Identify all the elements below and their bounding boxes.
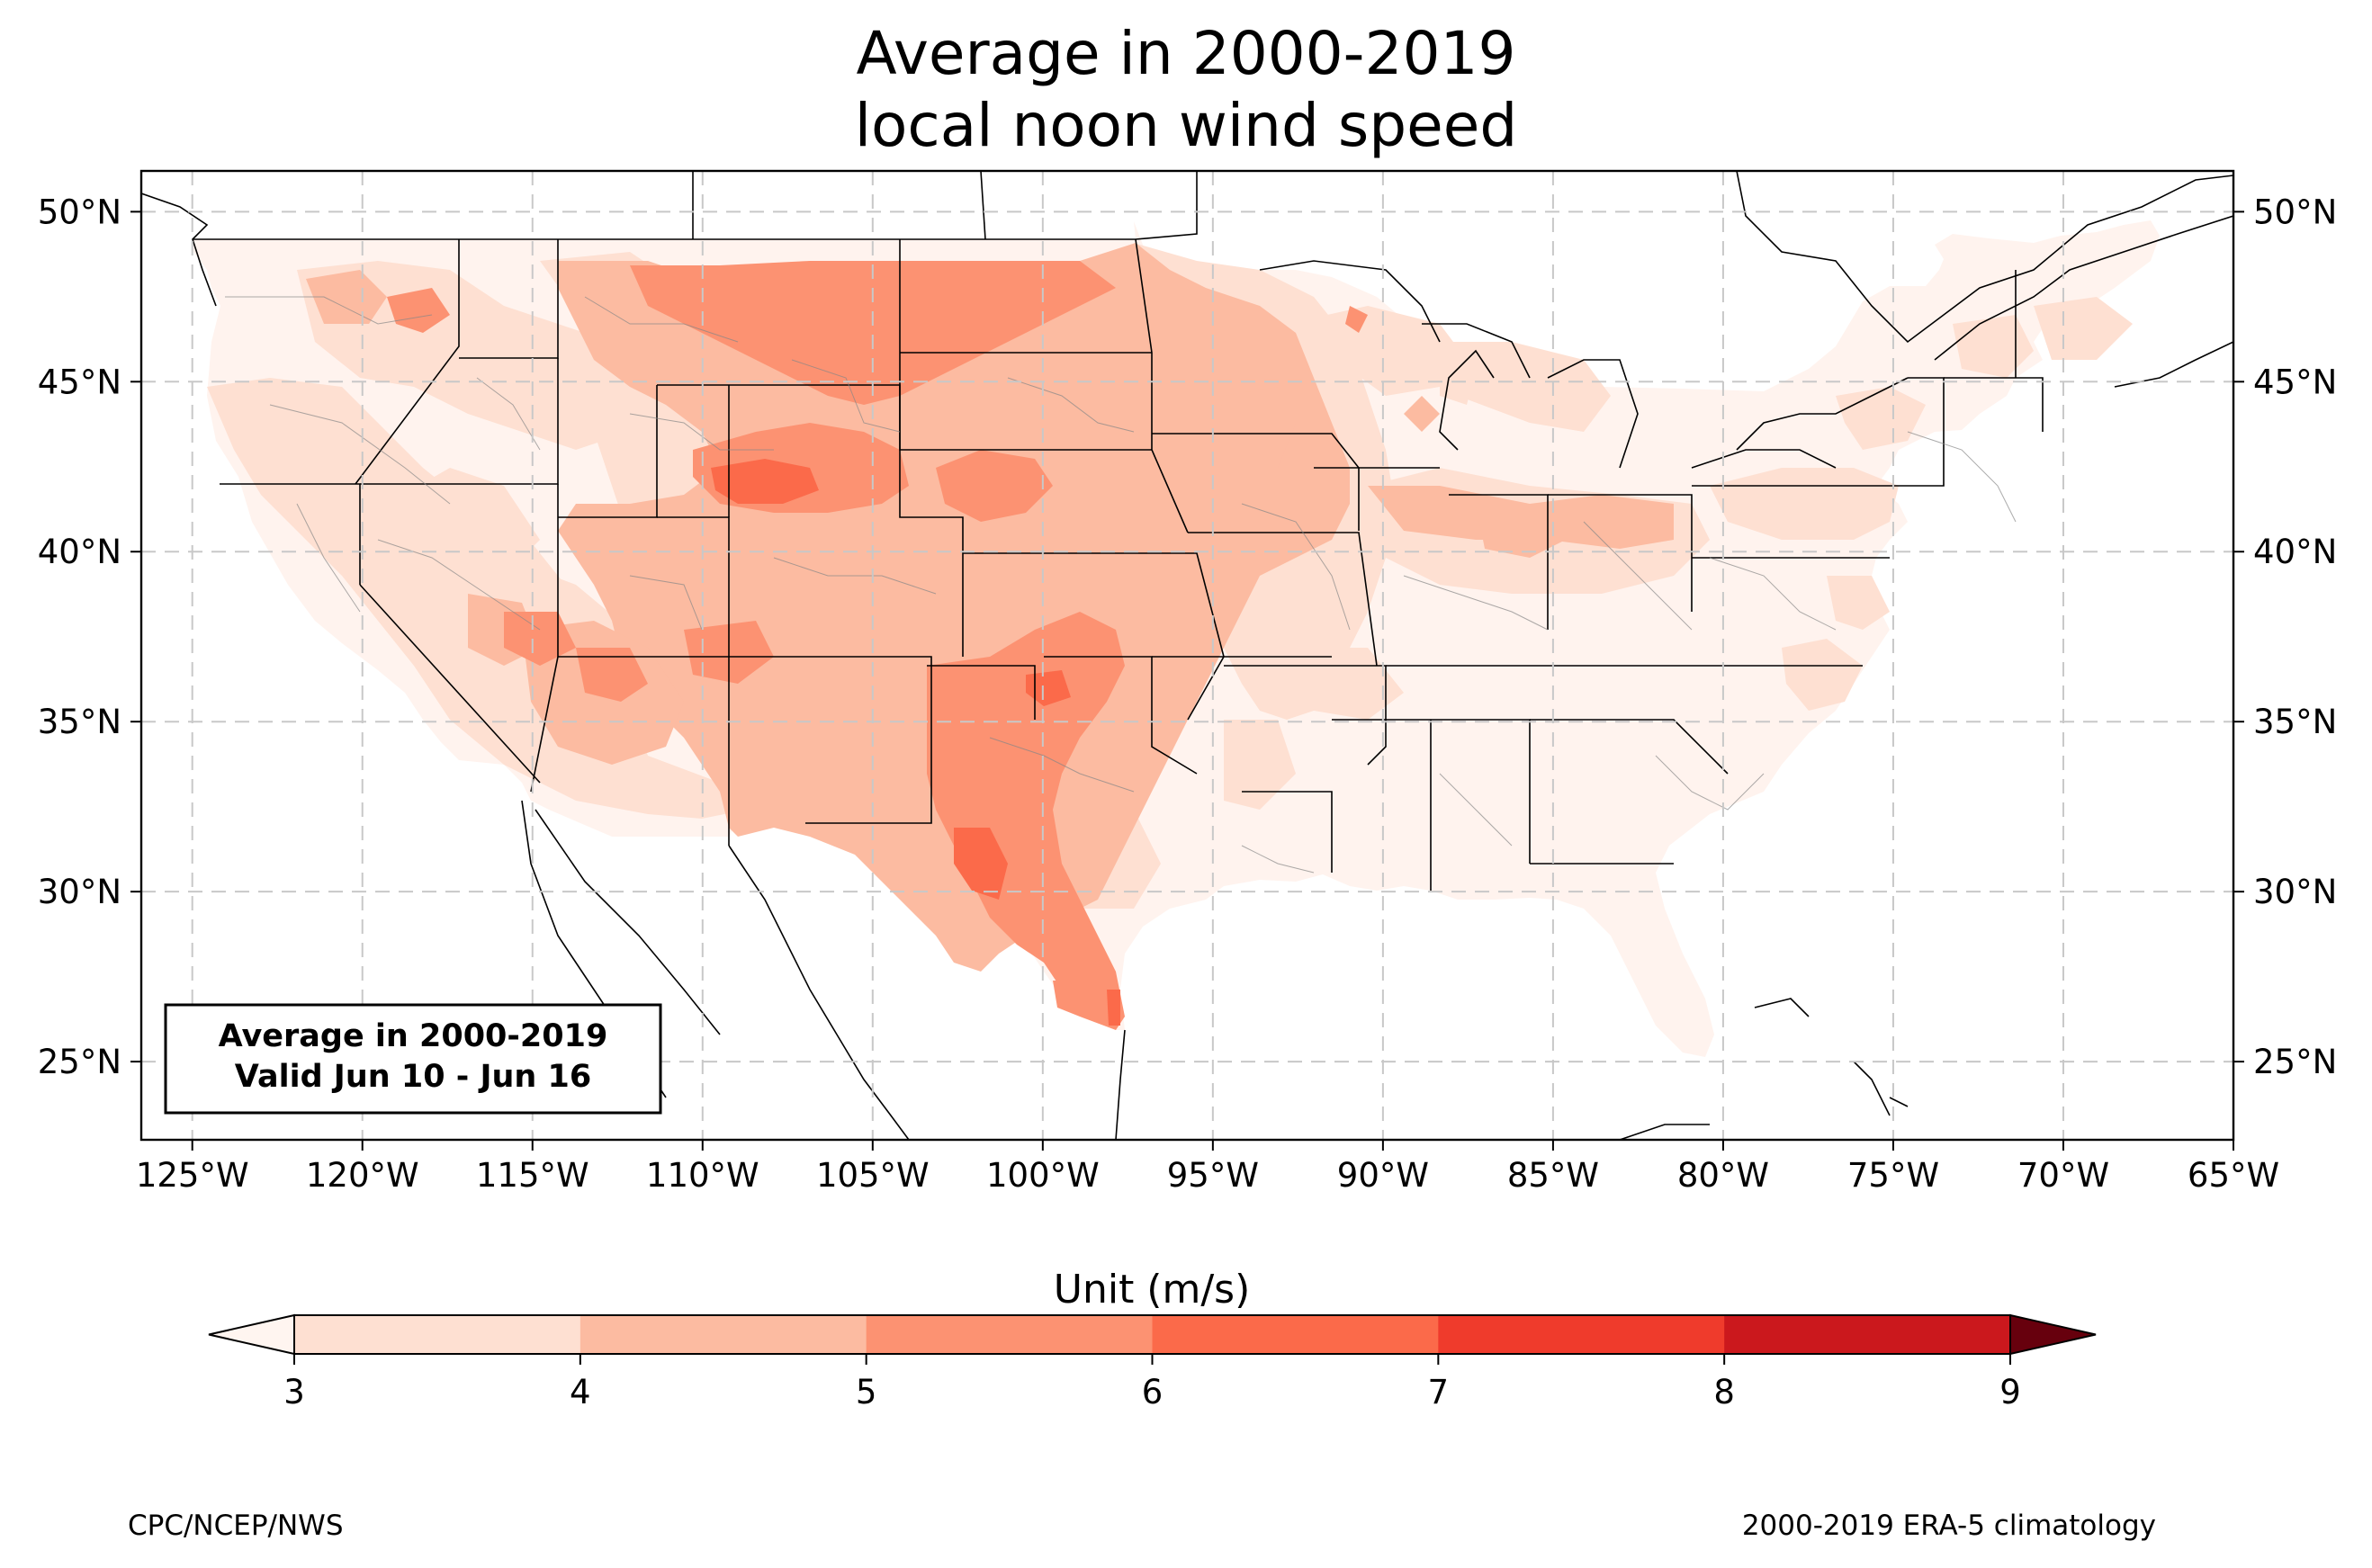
- map-axes: 125°W 120°W 115°W 110°W 105°W 100°W 95°W 90°W 85…: [38, 193, 2338, 1195]
- lon-tick-label: 95°W: [1167, 1156, 1259, 1195]
- lon-tick-label: 110°W: [646, 1156, 759, 1195]
- lon-tick-label: 65°W: [2188, 1156, 2279, 1195]
- lon-tick-label: 120°W: [306, 1156, 419, 1195]
- lat-tick-label-right: 40°N: [2253, 533, 2337, 571]
- map-plot-area: [141, 171, 2233, 1140]
- coastlines: [141, 171, 2233, 1140]
- valid-period-box: Average in 2000-2019 Valid Jun 10 - Jun …: [164, 1003, 662, 1115]
- lat-tick-label-left: 35°N: [38, 703, 121, 741]
- lat-tick-label-left: 25°N: [38, 1043, 121, 1081]
- colorbar-tick-label: 8: [1713, 1373, 1735, 1411]
- lon-tick-label: 115°W: [476, 1156, 589, 1195]
- lon-tick-label: 85°W: [1507, 1156, 1599, 1195]
- valid-box-line2: Valid Jun 10 - Jun 16: [235, 1059, 591, 1095]
- footer-source: 2000-2019 ERA-5 climatology: [1741, 1510, 2156, 1542]
- colorbar-segment: [866, 1315, 1153, 1354]
- gridlines: [141, 171, 2233, 1140]
- colorbar-tick-label: 5: [856, 1373, 877, 1411]
- colorbar: 3 4 5 6 7 8 9: [208, 1313, 2097, 1411]
- colorbar-tick-label: 7: [1428, 1373, 1450, 1411]
- lat-tick-label-right: 50°N: [2253, 193, 2337, 231]
- lat-tick-label-right: 25°N: [2253, 1043, 2337, 1081]
- colorbar-tick-label: 3: [283, 1373, 305, 1411]
- colorbar-segment: [294, 1315, 581, 1354]
- lon-tick-label: 80°W: [1677, 1156, 1769, 1195]
- valid-box-line1: Average in 2000-2019: [219, 1018, 608, 1054]
- wind-6-7-shading: [711, 459, 1120, 1026]
- map-title-line1: Average in 2000-2019: [856, 19, 1516, 88]
- footer-credit: CPC/NCEP/NWS: [128, 1510, 344, 1542]
- lon-tick-label: 90°W: [1337, 1156, 1429, 1195]
- lon-tick-label: 100°W: [986, 1156, 1100, 1195]
- colorbar-segment: [1724, 1315, 2011, 1354]
- colorbar-segment: [1152, 1315, 1439, 1354]
- lon-tick-label: 125°W: [136, 1156, 249, 1195]
- county-borders: [225, 296, 2017, 874]
- colorbar-tick-label: 4: [570, 1373, 591, 1411]
- map-title-line2: local noon wind speed: [854, 91, 1518, 160]
- lat-tick-label-left: 45°N: [38, 363, 121, 401]
- plot-frame: [139, 169, 2235, 1142]
- colorbar-segment: [580, 1315, 867, 1354]
- lat-tick-label-left: 50°N: [38, 193, 121, 231]
- lon-tick-label: 105°W: [816, 1156, 930, 1195]
- lon-tick-label: 75°W: [1847, 1156, 1939, 1195]
- colorbar-segment: [1438, 1315, 1725, 1354]
- lat-tick-label-left: 30°N: [38, 873, 121, 911]
- colorbar-over-arrow: [2009, 1313, 2097, 1356]
- colorbar-under-arrow: [208, 1313, 295, 1356]
- lat-tick-label-right: 35°N: [2253, 703, 2337, 741]
- lat-tick-label-left: 40°N: [38, 533, 121, 571]
- lat-tick-label-right: 45°N: [2253, 363, 2337, 401]
- colorbar-title: Unit (m/s): [1053, 1267, 1251, 1313]
- lon-tick-label: 70°W: [2017, 1156, 2109, 1195]
- colorbar-tick-label: 6: [1142, 1373, 1164, 1411]
- lat-tick-label-right: 30°N: [2253, 873, 2337, 911]
- colorbar-tick-label: 9: [1999, 1373, 2021, 1411]
